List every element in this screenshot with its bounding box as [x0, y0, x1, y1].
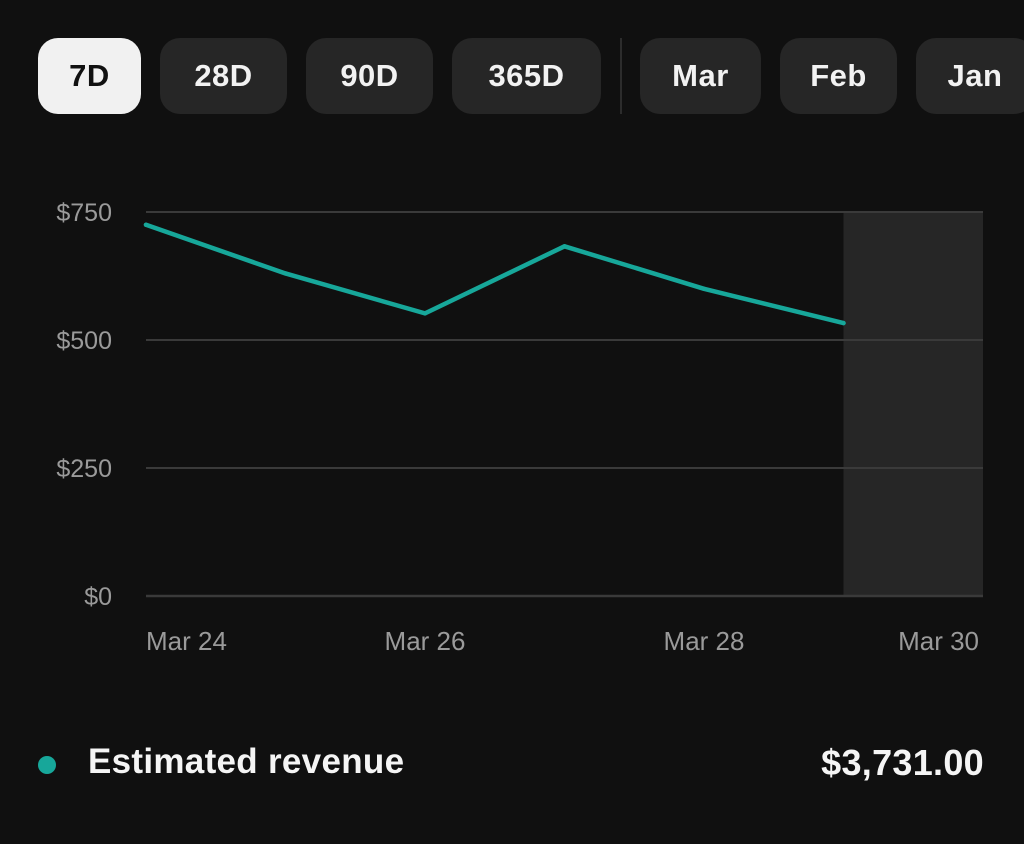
- series-legend-dot: [38, 756, 56, 774]
- data-point: [143, 222, 149, 227]
- summary-value: $3,731.00: [821, 742, 984, 783]
- filter-chip-feb[interactable]: Feb: [780, 38, 897, 114]
- y-tick-label: $250: [56, 455, 112, 483]
- data-point: [841, 320, 846, 326]
- data-point: [562, 244, 567, 249]
- data-point: [422, 311, 428, 316]
- y-tick-label: $0: [84, 583, 112, 611]
- filter-divider: [620, 38, 622, 114]
- filter-chip-jan[interactable]: Jan: [916, 38, 1024, 114]
- revenue-summary: Estimated revenue $3,731.00: [0, 730, 1024, 800]
- filter-chip-365d[interactable]: 365D: [452, 38, 601, 114]
- x-tick-label: Mar 26: [385, 626, 466, 656]
- x-tick-label: Mar 28: [664, 626, 745, 656]
- summary-label: Estimated revenue: [88, 742, 405, 781]
- data-point: [283, 271, 288, 276]
- revenue-line-chart: $0 $250 $500 $750 Mar 24 Mar 26 Mar 28 Mar 30: [56, 199, 983, 656]
- revenue-chart[interactable]: $0 $250 $500 $750 Mar 24 Mar 26 Mar 28 Mar 30: [0, 180, 1024, 680]
- filter-chip-28d[interactable]: 28D: [160, 38, 287, 114]
- x-tick-label: Mar 30: [898, 626, 979, 656]
- data-point: [701, 286, 707, 291]
- date-filter-bar: 7D 28D 90D 365D Mar Feb Jan: [38, 38, 1024, 116]
- filter-chip-mar[interactable]: Mar: [640, 38, 761, 114]
- filter-chip-7d[interactable]: 7D: [38, 38, 141, 114]
- filter-chip-90d[interactable]: 90D: [306, 38, 433, 114]
- y-tick-label: $500: [56, 327, 112, 355]
- incomplete-period-shade: [843, 212, 983, 596]
- x-tick-label: Mar 24: [146, 626, 227, 656]
- y-tick-label: $750: [56, 199, 112, 227]
- series-line-estimated-revenue: [143, 222, 846, 326]
